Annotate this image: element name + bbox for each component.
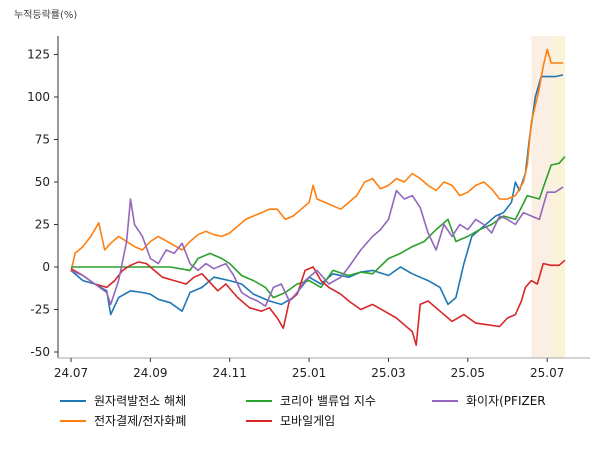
line-chart: 125 100 75 50 25 0 -25 -50 24.07 24.09 24.11 25.01…	[14, 9, 590, 380]
series-line-3	[70, 259, 566, 346]
y-tick-label: 100	[27, 90, 50, 104]
series-line-1	[70, 48, 564, 273]
series-line-0	[70, 74, 564, 316]
legend-label: 코리아 밸류업 지수	[280, 394, 376, 408]
legend-label: 전자결제/전자화폐	[94, 414, 187, 428]
y-axis: 125 100 75 50 25 0 -25 -50	[27, 36, 59, 359]
y-tick-label: 0	[42, 260, 50, 274]
y-tick-label: 50	[35, 175, 50, 189]
legend-item: 전자결제/전자화폐	[60, 412, 186, 429]
legend-swatch	[60, 399, 86, 402]
x-tick-label: 24.11	[213, 366, 247, 380]
y-tick-label: -25	[30, 303, 50, 317]
x-tick-label: 24.09	[133, 366, 167, 380]
legend-item: 화이자(PFIZER	[432, 392, 546, 409]
x-tick-label: 25.01	[292, 366, 326, 380]
x-tick-label: 25.07	[530, 366, 564, 380]
legend-label: 원자력발전소 해체	[94, 394, 187, 408]
highlight-bands	[531, 36, 566, 358]
x-axis: 24.07 24.09 24.11 25.01 25.03 25.05 25.07	[54, 357, 590, 380]
legend-label: 화이자(PFIZER	[466, 394, 546, 408]
x-tick-label: 24.07	[54, 366, 88, 380]
series-lines	[70, 48, 566, 346]
y-tick-label: 125	[27, 48, 50, 62]
series-line-4	[70, 186, 564, 307]
legend-item: 원자력발전소 해체	[60, 392, 186, 409]
y-tick-label: 75	[35, 133, 50, 147]
legend-swatch	[246, 399, 272, 402]
highlight-band-0	[531, 36, 554, 358]
legend-item: 코리아 밸류업 지수	[246, 392, 376, 409]
y-axis-unit-label: 누적등락률(%)	[14, 9, 77, 21]
legend-swatch	[246, 419, 272, 422]
y-tick-label: -50	[30, 345, 50, 359]
y-tick-label: 25	[35, 218, 50, 232]
legend-swatch	[432, 399, 458, 402]
legend-item: 모바일게임	[246, 412, 335, 429]
highlight-band-1	[553, 36, 566, 358]
x-tick-label: 25.03	[371, 366, 405, 380]
legend-label: 모바일게임	[280, 414, 336, 428]
legend-swatch	[60, 419, 86, 422]
series-line-2	[71, 155, 566, 299]
x-tick-label: 25.05	[451, 366, 485, 380]
